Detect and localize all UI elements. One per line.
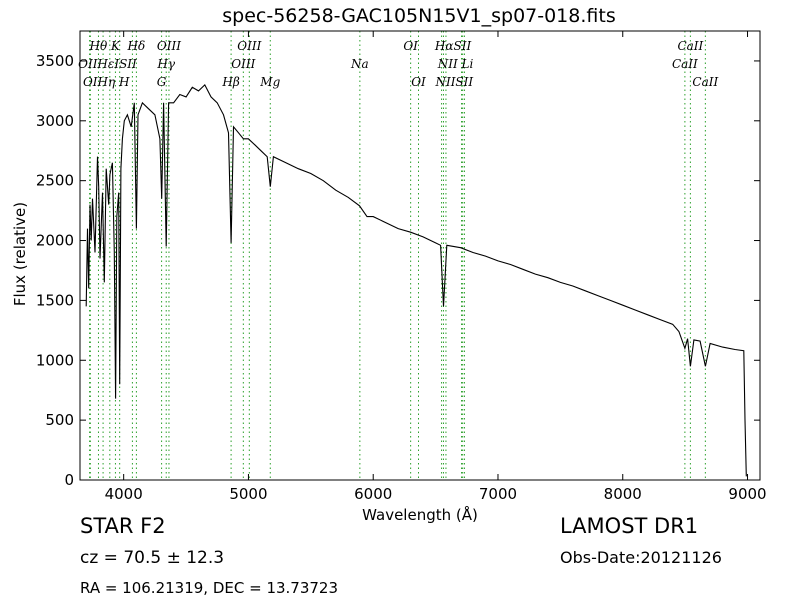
line-label: Na [350, 57, 369, 71]
y-tick-label: 0 [64, 471, 74, 489]
x-axis: 4000 5000 6000 7000 8000 9000 [105, 31, 767, 503]
x-tick-label: 6000 [354, 485, 392, 503]
line-label: OIII [157, 39, 181, 53]
y-tick-label: 1000 [36, 351, 74, 369]
object-class: STAR F2 [80, 514, 166, 538]
line-label: OIII [231, 57, 255, 71]
line-label: Hγ [156, 57, 175, 71]
y-tick-label: 3000 [36, 112, 74, 130]
line-label: NII Li [437, 57, 474, 71]
y-tick-label: 2500 [36, 172, 74, 190]
coordinates: RA = 106.21319, DEC = 13.73723 [80, 579, 339, 597]
redshift-cz: cz = 70.5 ± 12.3 [80, 548, 225, 568]
line-label: Hβ [221, 75, 239, 89]
line-label: OI [411, 75, 426, 89]
y-tick-label: 3500 [36, 52, 74, 70]
x-tick-label: 4000 [105, 485, 143, 503]
line-label: G [157, 75, 167, 89]
y-tick-label: 1500 [36, 291, 74, 309]
y-tick-label: 500 [45, 411, 74, 429]
line-label: Mg [259, 75, 280, 89]
x-tick-label: 7000 [479, 485, 517, 503]
line-label: OIHη H [83, 75, 130, 89]
x-tick-label: 9000 [728, 485, 766, 503]
line-label: OIIHεISII [78, 57, 137, 71]
line-label: NIISII [434, 75, 473, 89]
line-label: OIII [237, 39, 261, 53]
line-label: Hθ [88, 39, 107, 53]
y-axis-label: Flux (relative) [11, 201, 29, 307]
line-label: CaII [692, 75, 718, 89]
spectrum-line [85, 83, 747, 477]
y-axis: 0 500 1000 1500 2000 2500 3000 3500 [36, 52, 760, 489]
spectral-line-labels: Hθ K Hδ OIII OIII OI HαSII CaII OIIHεISII Hγ OIII N… [78, 39, 718, 89]
line-label: CaII [672, 57, 698, 71]
line-label: HαSII [434, 39, 472, 53]
line-label: K [110, 39, 121, 53]
x-axis-label: Wavelength (Å) [362, 506, 478, 524]
line-label: CaII [677, 39, 703, 53]
observation-date: Obs-Date:20121126 [560, 548, 722, 567]
y-tick-label: 2000 [36, 232, 74, 250]
x-tick-label: 5000 [229, 485, 267, 503]
survey-name: LAMOST DR1 [560, 514, 699, 538]
x-tick-label: 8000 [604, 485, 642, 503]
line-label: OI [403, 39, 418, 53]
plot-frame [79, 30, 761, 481]
spectral-line-markers [89, 31, 706, 480]
line-label: Hδ [127, 39, 146, 53]
chart-title: spec-56258-GAC105N15V1_sp07-018.fits [222, 5, 616, 27]
